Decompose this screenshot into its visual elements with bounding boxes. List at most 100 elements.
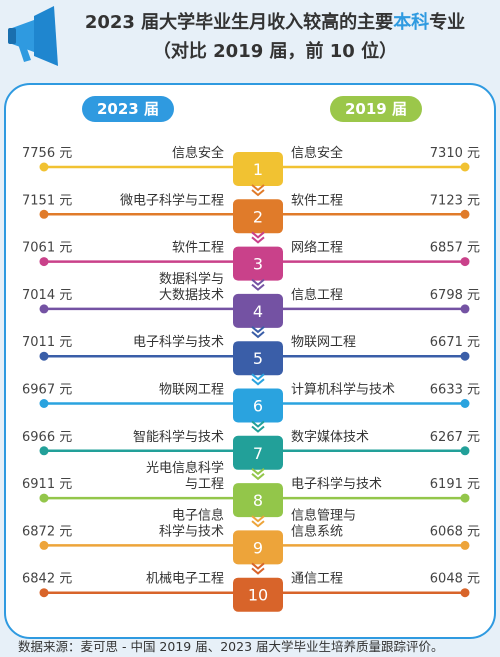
- right-value-8: 6191 元: [430, 477, 480, 492]
- left-major-7: 智能科学与技术: [133, 429, 224, 445]
- right-value-3: 6857 元: [430, 241, 480, 256]
- right-dot-7: [460, 446, 470, 456]
- right-major-5: 物联网工程: [291, 335, 356, 350]
- chevron-icon-6-b: [251, 425, 265, 433]
- rank-box-10: [233, 577, 283, 612]
- chevron-icon-1: [251, 184, 265, 192]
- rank-box-6: [233, 388, 283, 423]
- left-major-9: 电子信息科学与技术: [159, 507, 224, 539]
- left-dot-9: [39, 540, 49, 550]
- chevron-icon-5-b: [251, 378, 265, 386]
- rank-box-3: [233, 246, 283, 281]
- right-value-7: 6267 元: [430, 430, 480, 445]
- right-major-7: 数字媒体技术: [291, 430, 369, 445]
- right-major-2: 软件工程: [291, 193, 343, 208]
- right-major-6: 计算机科学与技术: [291, 382, 395, 398]
- left-dot-1: [39, 162, 49, 172]
- right-major-8: 电子科学与技术: [291, 476, 382, 492]
- right-major-4: 信息工程: [291, 287, 343, 303]
- rank-number-10: 10: [248, 586, 268, 605]
- chevron-icon-8: [251, 515, 265, 523]
- left-value-9: 6872 元: [22, 524, 72, 539]
- right-value-4: 6798 元: [430, 288, 480, 303]
- right-major-3: 网络工程: [291, 240, 343, 256]
- title-part1: 2023 届大学毕业生月收入较高的主要: [84, 12, 394, 33]
- left-dot-4: [39, 304, 49, 314]
- chevron-icon-3-b: [251, 283, 265, 291]
- left-dot-2: [39, 209, 49, 219]
- rank-box-5: [233, 341, 283, 376]
- right-major-9: 信息管理与信息系统: [291, 507, 356, 539]
- header-2019-badge: 2019 届: [330, 96, 422, 122]
- rank-box-9: [233, 530, 283, 565]
- chevron-icon-3: [251, 278, 265, 286]
- rank-number-1: 1: [253, 160, 263, 179]
- left-major-6: 物联网工程: [159, 383, 224, 398]
- left-value-10: 6842 元: [22, 572, 72, 587]
- rank-box-8: [233, 483, 283, 518]
- title-line-2: （对比 2019 届，前 10 位）: [152, 41, 398, 62]
- rank-box-4: [233, 293, 283, 328]
- left-dot-5: [39, 351, 49, 361]
- right-dot-6: [460, 399, 470, 408]
- left-major-3: 软件工程: [172, 241, 224, 256]
- title-part2: 专业: [429, 12, 466, 33]
- chevron-icon-4: [251, 326, 265, 334]
- right-dot-5: [460, 351, 470, 361]
- left-value-4: 7014 元: [22, 288, 72, 303]
- right-dot-3: [460, 257, 470, 267]
- right-dot-2: [460, 209, 470, 219]
- right-dot-9: [460, 540, 470, 550]
- chevron-icon-2: [251, 231, 265, 239]
- left-value-3: 7061 元: [22, 241, 72, 256]
- rank-box-2: [233, 199, 283, 234]
- right-major-1: 信息安全: [291, 145, 343, 161]
- chevron-icon-9-b: [251, 567, 265, 575]
- chevron-icon-1-b: [251, 189, 265, 197]
- right-major-10: 通信工程: [291, 572, 343, 587]
- right-value-6: 6633 元: [430, 383, 480, 398]
- left-value-5: 7011 元: [22, 335, 72, 350]
- left-major-2: 微电子科学与工程: [120, 192, 224, 208]
- left-major-5: 电子科学与技术: [133, 334, 224, 350]
- chevron-icon-8-b: [251, 520, 265, 528]
- chevron-icon-7-b: [251, 473, 265, 481]
- header: 2023 届大学毕业生月收入较高的主要本科专业 （对比 2019 届，前 10 …: [0, 0, 500, 80]
- chevron-icon-4-b: [251, 331, 265, 339]
- left-major-10: 机械电子工程: [146, 572, 224, 587]
- megaphone-icon: [8, 6, 58, 66]
- rank-number-8: 8: [253, 491, 263, 510]
- left-major-1: 信息安全: [172, 145, 224, 161]
- rank-box-7: [233, 435, 283, 470]
- left-value-1: 7756 元: [22, 146, 72, 161]
- right-value-9: 6068 元: [430, 524, 480, 539]
- right-value-5: 6671 元: [430, 335, 480, 350]
- right-dot-4: [460, 304, 470, 314]
- left-major-4: 数据科学与大数据技术: [159, 271, 224, 303]
- rank-number-7: 7: [253, 444, 263, 463]
- right-dot-1: [460, 162, 470, 172]
- chevron-icon-5: [251, 373, 265, 381]
- left-dot-6: [39, 399, 49, 408]
- title-highlight: 本科: [393, 12, 430, 33]
- chevron-icon-2-b: [251, 236, 265, 244]
- right-dot-10: [460, 588, 470, 598]
- right-value-1: 7310 元: [430, 146, 480, 161]
- left-dot-8: [39, 493, 49, 503]
- left-value-7: 6966 元: [22, 430, 72, 445]
- rank-number-9: 9: [253, 538, 263, 557]
- chevron-icon-9: [251, 562, 265, 570]
- rank-number-4: 4: [253, 302, 263, 321]
- right-value-2: 7123 元: [430, 193, 480, 208]
- right-value-10: 6048 元: [430, 572, 480, 587]
- left-major-8: 光电信息科学与工程: [146, 460, 224, 492]
- left-value-2: 7151 元: [22, 193, 72, 208]
- header-2023-badge: 2023 届: [82, 96, 174, 122]
- data-source-note: 数据来源：麦可思 - 中国 2019 届、2023 届大学毕业生培养质量跟踪评价…: [18, 639, 444, 654]
- title-line-1: 2023 届大学毕业生月收入较高的主要本科专业: [60, 8, 490, 34]
- rank-box-1: [233, 152, 283, 186]
- chevron-icon-6: [251, 420, 265, 428]
- left-value-8: 6911 元: [22, 477, 72, 492]
- rank-number-6: 6: [253, 397, 263, 416]
